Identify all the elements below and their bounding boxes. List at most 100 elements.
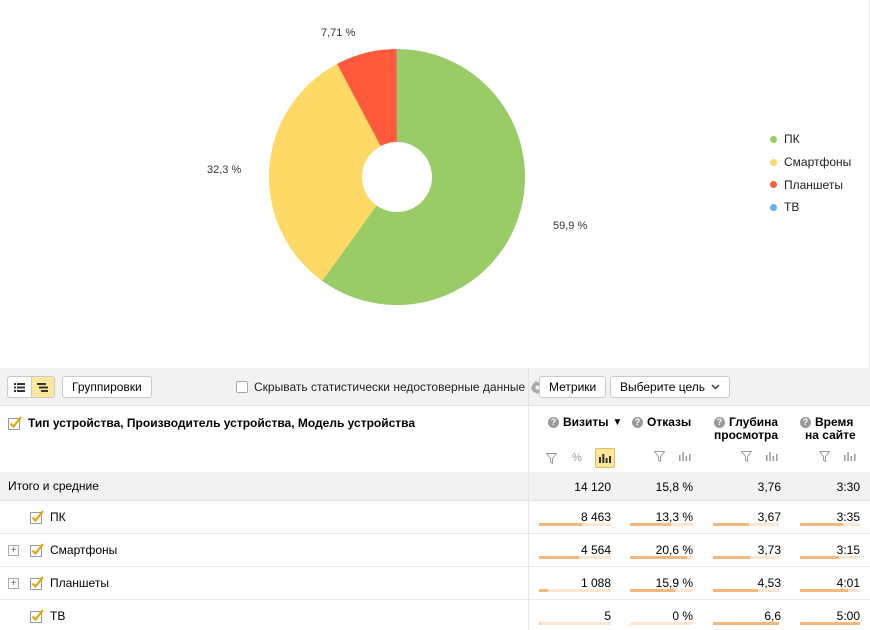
filter-icon[interactable] <box>651 448 667 464</box>
cell-bar-fill <box>630 589 676 592</box>
view-toggle <box>7 376 55 398</box>
table-row[interactable]: + Планшеты 1 088 15,9 % 4,53 4:01 <box>0 567 870 600</box>
time-tools <box>816 448 858 464</box>
cell-bar-fill <box>539 622 540 625</box>
cell-bar-fill <box>539 589 548 592</box>
cell-bar <box>713 523 779 526</box>
column-label: Отказы <box>647 415 692 429</box>
cell-bar <box>630 556 693 559</box>
legend-item-tv[interactable]: ТВ <box>770 196 851 219</box>
cell-value: 4,53 <box>757 576 781 590</box>
depth-tools <box>738 448 780 464</box>
chart-legend: ПК Смартфоны Планшеты ТВ <box>770 128 851 219</box>
hide-unreliable-checkbox[interactable] <box>236 381 248 393</box>
cell-bar <box>713 589 779 592</box>
cell-value: 0 % <box>672 609 693 623</box>
column-label-line2: просмотра <box>714 428 779 442</box>
dimension-header[interactable]: Тип устройства, Производитель устройства… <box>8 416 415 430</box>
pie-slice-2[interactable] <box>337 49 397 177</box>
tree-view-button[interactable] <box>30 377 54 397</box>
metrics-button[interactable]: Метрики <box>539 376 607 398</box>
filter-icon[interactable] <box>543 450 559 466</box>
legend-label: Смартфоны <box>784 155 852 170</box>
goal-select-label: Выберите цель <box>620 380 706 394</box>
checkbox-checked-icon[interactable] <box>30 543 44 557</box>
legend-item-smartphones[interactable]: Смартфоны <box>770 151 851 174</box>
column-label-line2: на сайте <box>805 428 856 442</box>
column-divider <box>528 406 529 630</box>
expand-icon[interactable]: + <box>8 578 19 589</box>
list-view-button[interactable] <box>8 377 31 397</box>
cell-bar <box>800 589 860 592</box>
pie-label-tablets: 7,71 % <box>321 27 356 39</box>
cell-value: 13,3 % <box>655 510 693 524</box>
help-icon[interactable]: ? <box>632 417 643 428</box>
cell-bar <box>713 556 779 559</box>
cell-bar-fill <box>800 556 839 559</box>
table-row[interactable]: ПК 8 463 13,3 % 3,67 3:35 <box>0 501 870 534</box>
cell-value: 6,6 <box>764 609 781 623</box>
legend-dot-tv <box>770 203 777 211</box>
legend-dot-smartphones <box>770 158 777 166</box>
bar-chart-icon[interactable] <box>842 448 858 464</box>
help-icon[interactable]: ? <box>548 417 559 428</box>
row-label: Смартфоны <box>30 534 117 566</box>
table-row[interactable]: + Смартфоны 4 564 20,6 % 3,73 3:15 <box>0 534 870 567</box>
bar-chart-icon[interactable] <box>595 448 615 468</box>
hide-unreliable-toggle[interactable]: Скрывать статистически недостоверные дан… <box>236 380 544 394</box>
dimension-header-label: Тип устройства, Производитель устройства… <box>28 416 416 430</box>
device-pie-chart: 59,9 % 32,3 % 7,71 % ПК Смартфоны Планше… <box>207 0 870 368</box>
help-icon[interactable]: ? <box>714 417 725 428</box>
cell-value: 3,73 <box>757 543 781 557</box>
cell-value: 8 463 <box>580 510 611 524</box>
legend-item-tablets[interactable]: Планшеты <box>770 173 851 196</box>
chevron-down-icon <box>711 384 720 390</box>
bar-chart-icon[interactable] <box>764 448 780 464</box>
cell-bar-fill <box>713 523 750 526</box>
column-depth[interactable]: ? Глубина просмотра <box>714 416 778 442</box>
checkbox-checked-icon[interactable] <box>30 609 44 623</box>
cell-bar <box>800 523 860 526</box>
total-time: 3:30 <box>836 480 860 494</box>
cell-bar <box>539 622 611 625</box>
table-row[interactable]: ТВ 5 0 % 6,6 5:00 <box>0 600 870 630</box>
cell-bar <box>539 556 611 559</box>
pie-chart-svg <box>268 49 525 305</box>
cell-bar-fill <box>800 622 860 625</box>
column-bounces[interactable]: ? Отказы <box>632 416 691 429</box>
donut-hole <box>362 142 432 212</box>
bar-chart-icon[interactable] <box>677 448 693 464</box>
groupings-button[interactable]: Группировки <box>62 376 152 398</box>
pie-label-smartphones: 32,3 % <box>207 164 242 176</box>
pie-label-pc: 59,9 % <box>553 220 588 232</box>
percent-icon[interactable]: % <box>572 452 582 464</box>
column-visits[interactable]: ? Визиты ▼ <box>548 416 622 429</box>
total-depth: 3,76 <box>757 480 781 494</box>
column-label: Визиты <box>563 415 609 429</box>
filter-icon[interactable] <box>738 448 754 464</box>
bounces-tools <box>651 448 693 464</box>
row-label: ПК <box>30 501 66 533</box>
expand-icon[interactable]: + <box>8 545 19 556</box>
column-label-line1: Глубина <box>729 415 779 429</box>
legend-item-pc[interactable]: ПК <box>770 128 851 151</box>
checkbox-checked-icon[interactable] <box>8 416 22 430</box>
help-icon[interactable]: ? <box>800 417 811 428</box>
cell-value: 3:35 <box>836 510 860 524</box>
goal-select[interactable]: Выберите цель <box>610 376 731 398</box>
legend-dot-pc <box>770 135 777 143</box>
cell-bar <box>800 556 860 559</box>
pie-slice-1[interactable] <box>268 63 397 281</box>
cell-bar-fill <box>713 622 779 625</box>
row-label-text: ТВ <box>50 609 66 623</box>
cell-value: 3:15 <box>836 543 860 557</box>
cell-bar-fill <box>713 589 758 592</box>
checkbox-checked-icon[interactable] <box>30 576 44 590</box>
filter-icon[interactable] <box>816 448 832 464</box>
total-bounces: 15,8 % <box>655 480 693 494</box>
column-time[interactable]: ? Время на сайте <box>800 416 856 442</box>
cell-value: 5 <box>604 609 611 623</box>
table-row-total: Итого и средние 14 120 15,8 % 3,76 3:30 <box>0 472 870 501</box>
row-label-text: ПК <box>50 510 66 524</box>
checkbox-checked-icon[interactable] <box>30 510 44 524</box>
